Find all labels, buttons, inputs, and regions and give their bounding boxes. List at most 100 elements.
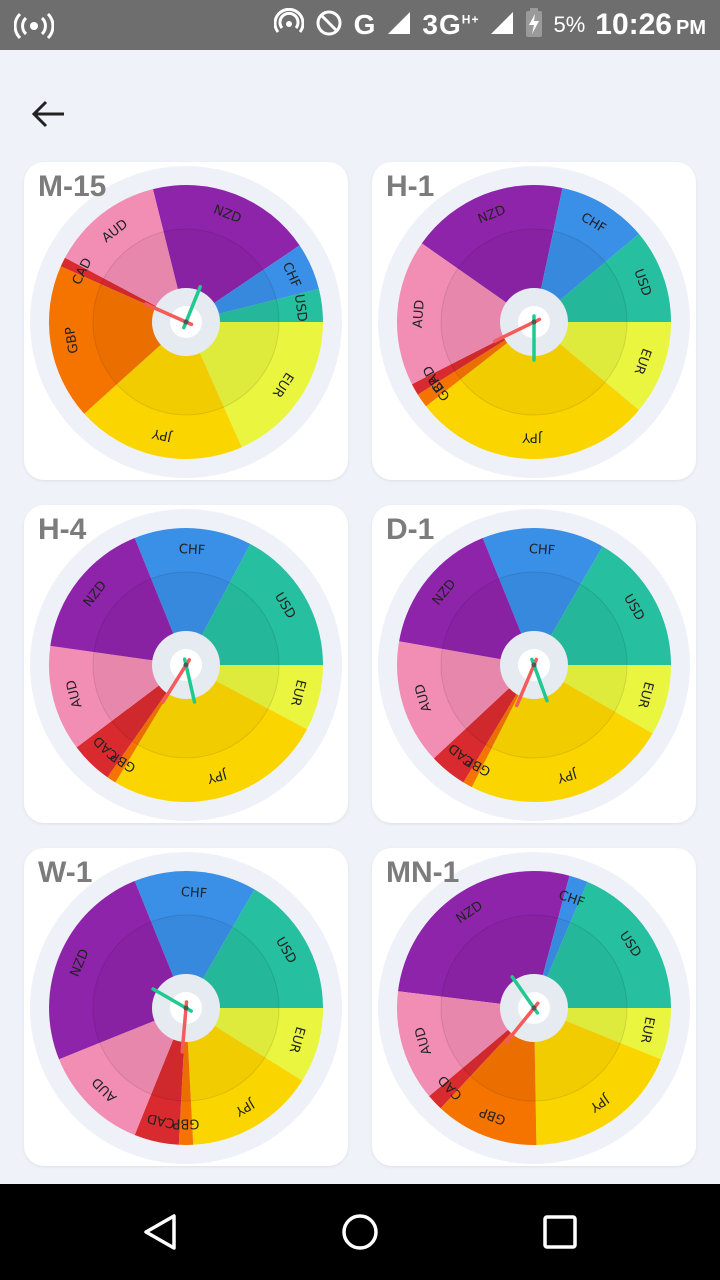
card-title: D-1 — [386, 513, 435, 546]
segment-nzd[interactable] — [50, 538, 186, 665]
strength-card[interactable]: NZD CHF USD EUR JPY GBP CAD AUD H-1 — [372, 162, 696, 480]
segment-label: JPY — [522, 429, 543, 444]
needle-pivot — [183, 319, 189, 325]
nav-recents-button[interactable] — [532, 1204, 588, 1260]
hotspot-icon — [13, 12, 55, 45]
segment-jpy[interactable] — [471, 665, 653, 803]
segment-label: EUR — [637, 1015, 657, 1044]
card-title: W-1 — [38, 856, 93, 889]
segment-label: JPY — [205, 766, 229, 786]
segment-jpy[interactable] — [84, 322, 242, 460]
segment-aud[interactable] — [59, 1008, 186, 1135]
segment-jpy[interactable] — [426, 322, 639, 459]
needle-pivot — [531, 662, 537, 668]
segment-label: CHF — [178, 542, 205, 558]
segment-usd[interactable] — [534, 881, 671, 1008]
segment-eur[interactable] — [186, 665, 324, 730]
segment-usd[interactable] — [534, 233, 671, 322]
segment-cad[interactable] — [76, 665, 186, 778]
segment-gbp[interactable] — [48, 266, 187, 414]
clock: 10:26 PM — [595, 8, 706, 41]
segment-label: CHF — [180, 885, 207, 902]
network-type-label: G — [353, 9, 377, 40]
strength-card[interactable]: CHF USD EUR JPY GBP CAD AUD NZD H-4 — [24, 505, 348, 823]
segment-jpy[interactable] — [186, 1008, 303, 1145]
segment-label: AUD — [64, 678, 86, 709]
nav-home-button[interactable] — [332, 1204, 388, 1260]
segment-label: CAD — [146, 1110, 177, 1131]
main-content: NZD CHF USD EUR JPY GBP CAD AUD M-15 NZD CHF USD EUR… — [0, 50, 720, 1184]
segment-aud[interactable] — [48, 645, 187, 748]
strength-card[interactable]: CHF USD EUR JPY GBP CAD AUD NZD W-1 — [24, 848, 348, 1166]
recents-square-icon — [543, 1215, 577, 1249]
segment-gbp[interactable] — [417, 322, 534, 407]
segment-usd[interactable] — [186, 544, 323, 665]
segment-label: EUR — [287, 678, 308, 708]
segment-nzd[interactable] — [398, 871, 570, 1008]
segment-gbp[interactable] — [178, 1008, 194, 1145]
needle-pivot — [531, 1005, 537, 1011]
segment-chf[interactable] — [134, 528, 251, 665]
segment-eur[interactable] — [186, 1008, 323, 1081]
segment-label: JPY — [555, 765, 579, 785]
signal-icon — [386, 10, 412, 41]
segment-usd[interactable] — [186, 889, 323, 1008]
segment-nzd[interactable] — [421, 185, 563, 322]
segment-aud[interactable] — [396, 243, 534, 385]
segment-chf[interactable] — [534, 188, 639, 322]
segment-nzd[interactable] — [49, 881, 186, 1060]
card-title: H-1 — [386, 170, 435, 203]
segment-cad[interactable] — [60, 257, 186, 322]
segment-cad[interactable] — [134, 1008, 186, 1145]
segment-usd[interactable] — [534, 546, 671, 665]
segment-eur[interactable] — [534, 322, 671, 411]
back-button[interactable] — [24, 90, 72, 138]
triangle-back-icon — [144, 1214, 176, 1250]
segment-label: JPY — [151, 425, 174, 444]
segment-cad[interactable] — [411, 322, 534, 395]
nav-back-button[interactable] — [132, 1204, 188, 1260]
segment-label: GBP — [172, 1116, 199, 1131]
do-not-disturb-icon — [314, 8, 344, 43]
segment-gbp[interactable] — [440, 1008, 537, 1146]
strength-card[interactable]: NZD CHF USD EUR JPY GBP CAD AUD MN-1 — [372, 848, 696, 1166]
segment-eur[interactable] — [186, 322, 323, 448]
segment-jpy[interactable] — [115, 665, 308, 803]
segment-cad[interactable] — [429, 1008, 534, 1109]
home-circle-icon — [342, 1214, 378, 1250]
strength-card[interactable]: NZD CHF USD EUR JPY GBP CAD AUD M-15 — [24, 162, 348, 480]
segment-chf[interactable] — [534, 875, 588, 1008]
segment-aud[interactable] — [65, 189, 186, 322]
strength-card[interactable]: CHF USD EUR JPY GBP CAD AUD NZD D-1 — [372, 505, 696, 823]
segment-cad[interactable] — [433, 665, 534, 783]
segment-label: AUD — [411, 299, 428, 328]
segment-nzd[interactable] — [399, 538, 534, 665]
data-type-label: 3GH+ — [422, 9, 480, 40]
segment-eur[interactable] — [534, 665, 671, 734]
segment-chf[interactable] — [482, 528, 603, 665]
segment-chf[interactable] — [134, 871, 255, 1008]
segment-aud[interactable] — [396, 991, 534, 1097]
needle-pivot — [183, 1005, 189, 1011]
segment-label: USD — [291, 293, 309, 322]
back-arrow-icon — [31, 100, 64, 128]
card-title: H-4 — [38, 513, 87, 546]
segment-aud[interactable] — [397, 641, 534, 759]
card-title: MN-1 — [386, 856, 460, 889]
segment-usd[interactable] — [186, 288, 323, 322]
segment-chf[interactable] — [186, 245, 319, 322]
segment-gbp[interactable] — [463, 665, 534, 788]
segment-nzd[interactable] — [152, 185, 300, 322]
card-title: M-15 — [38, 170, 107, 203]
navigation-bar — [0, 1184, 720, 1280]
segment-eur[interactable] — [534, 1008, 671, 1060]
segment-jpy[interactable] — [534, 1008, 661, 1145]
needle-pivot — [183, 662, 189, 668]
battery-percent: 5% — [553, 12, 586, 37]
segment-label: EUR — [634, 680, 655, 710]
